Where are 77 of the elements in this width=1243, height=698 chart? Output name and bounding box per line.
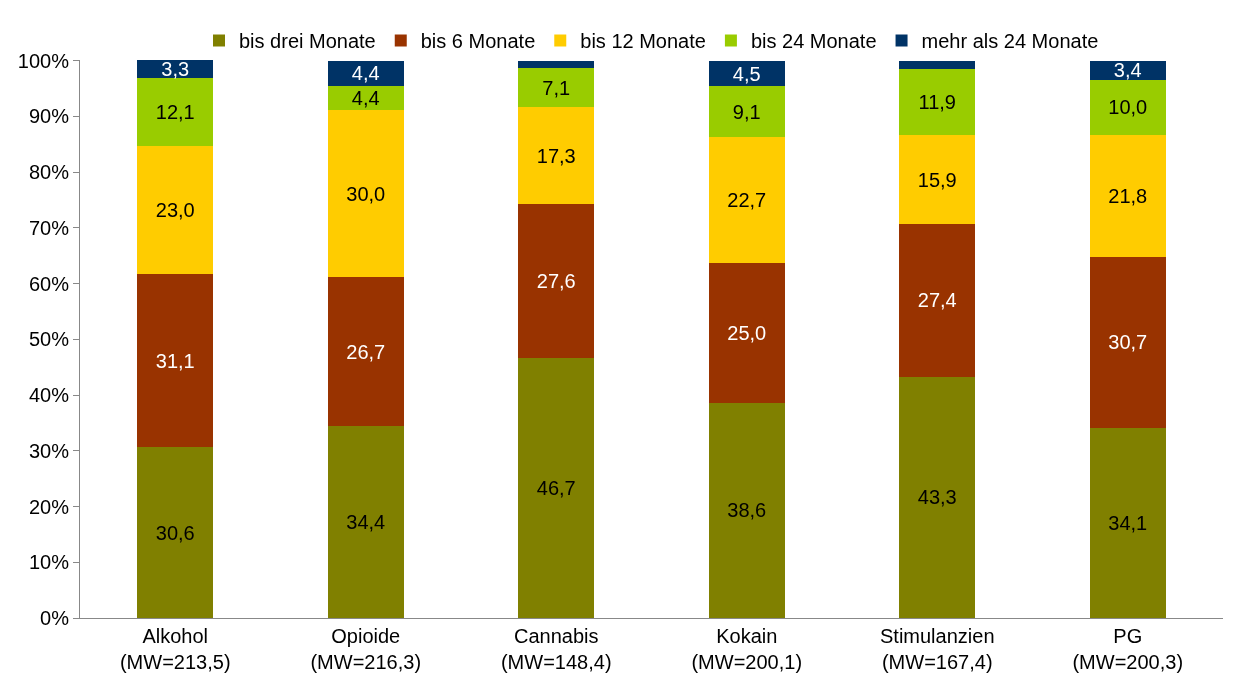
y-tick-label: 20% [28,495,70,518]
data-label: 26,7 [346,340,386,363]
y-tick-label: 100% [17,49,70,72]
bar [899,68,976,136]
data-label: 27,6 [536,269,576,292]
bar [137,447,214,618]
data-label: 23,0 [155,198,195,221]
y-tick-label: 60% [28,272,70,295]
data-label: 38,6 [727,499,767,522]
y-tick-label: 30% [28,439,70,462]
data-label: 30,6 [155,521,195,544]
y-tick-label: 0% [40,607,70,629]
legend-label: bis 6 Monate [420,30,536,53]
bar [899,223,976,377]
x-tick-label: Alkohol (MW=213,5) [119,625,231,673]
y-tick-label: 10% [28,551,70,574]
bar [137,274,214,448]
data-label: 4,5 [732,62,761,85]
legend-label: bis 12 Monate [580,30,706,53]
legend-label: bis 24 Monate [750,30,877,53]
data-label: 12,1 [155,101,195,124]
bar [327,110,404,278]
bar [708,86,785,137]
data-label: 7,1 [542,76,571,99]
data-label: 11,9 [918,91,956,114]
bar [1089,79,1166,136]
data-label: 21,8 [1108,185,1148,208]
data-label: 4,4 [351,62,380,85]
data-label: 9,1 [732,100,761,123]
legend-label: mehr als 24 Monate [921,30,1099,53]
bar [1089,135,1166,257]
bar [708,61,785,87]
data-label: 30,0 [346,182,386,205]
bar [518,203,595,358]
bar [899,376,976,618]
data-label: 22,7 [727,189,767,212]
bar [518,357,595,618]
bar [518,107,595,204]
bar [1089,256,1166,428]
data-label: 31,1 [155,349,195,372]
y-tick-label: 50% [28,328,70,351]
bar [137,145,214,275]
bar [899,135,976,224]
data-label: 43,3 [917,486,957,509]
y-tick-label: 40% [28,384,70,407]
data-label: 34,1 [1108,511,1148,534]
data-label: 27,4 [917,289,957,312]
bar [137,78,214,146]
x-tick-label: Stimulanzien (MW=167,4) [879,625,995,673]
y-tick-label: 90% [28,105,70,128]
data-label: 46,7 [536,476,576,499]
data-label: 30,7 [1108,331,1148,354]
bar [518,60,595,68]
y-tick-label: 80% [28,161,70,184]
data-label: 3,3 [161,58,190,81]
x-tick-label: PG (MW=200,3) [1072,625,1184,673]
bar [708,136,785,264]
x-tick-label: Cannabis (MW=148,4) [500,625,612,673]
legend-label: bis drei Monate [239,30,376,53]
data-label: 17,3 [536,144,576,167]
data-label: 10,0 [1108,96,1148,119]
bar [327,61,404,86]
bar [708,263,785,403]
bar [1089,427,1166,618]
bar [708,402,785,618]
data-label: 3,4 [1113,59,1142,82]
bar [327,277,404,427]
data-label: 25,0 [727,322,767,345]
x-tick-label: Kokain (MW=200,1) [691,625,803,673]
bar [899,60,976,69]
data-label: 34,4 [346,511,386,534]
x-tick-label: Opioide (MW=216,3) [310,625,422,673]
bar [327,426,404,618]
data-label: 15,9 [917,168,957,191]
data-label: 4,4 [351,86,380,109]
bar [518,67,595,108]
y-tick-label: 70% [28,216,70,239]
